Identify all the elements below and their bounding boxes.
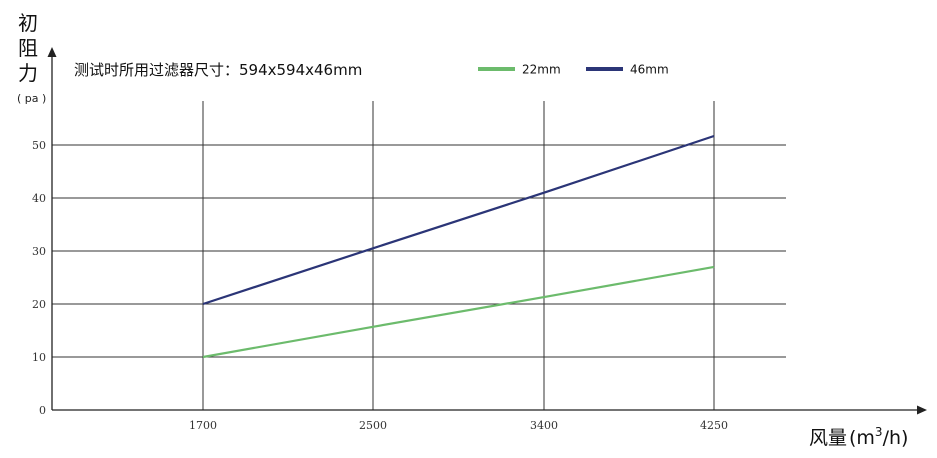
y-axis-arrow bbox=[47, 47, 57, 57]
x-axis-unit-pre: (m bbox=[849, 427, 875, 449]
x-axis-unit-post: /h) bbox=[883, 427, 909, 449]
x-axis-unit-sup: 3 bbox=[875, 425, 883, 439]
x-tick-label: 4250 bbox=[700, 419, 728, 432]
horizontal-gridlines bbox=[52, 144, 786, 358]
x-tick-label: 2500 bbox=[359, 419, 387, 432]
y-tick-label: 20 bbox=[32, 298, 46, 311]
series-lines bbox=[202, 134, 715, 359]
x-axis-label: 风量 (m3/h) bbox=[809, 425, 908, 449]
x-axis-arrow bbox=[917, 405, 927, 415]
legend-label-22mm: 22mm bbox=[522, 63, 561, 77]
x-tick-labels: 1700 2500 3400 4250 bbox=[189, 419, 728, 432]
test-note: 测试时所用过滤器尺寸：594x594x46mm bbox=[74, 61, 362, 79]
x-axis-label-main: 风量 bbox=[809, 427, 847, 449]
legend-label-46mm: 46mm bbox=[630, 63, 669, 77]
axes bbox=[47, 47, 927, 415]
y-axis-label: 初 阻 力 bbox=[18, 11, 38, 85]
vertical-gridlines bbox=[202, 101, 715, 410]
y-axis-label-char: 初 bbox=[18, 11, 38, 35]
legend: 22mm 46mm bbox=[478, 63, 669, 77]
series-line-22mm bbox=[202, 265, 715, 359]
y-axis-unit: ( pa ) bbox=[17, 92, 46, 105]
y-tick-label: 0 bbox=[39, 404, 46, 417]
y-tick-label: 10 bbox=[32, 351, 46, 364]
y-axis-label-char: 力 bbox=[18, 61, 38, 85]
y-tick-label: 30 bbox=[32, 245, 46, 258]
x-tick-label: 1700 bbox=[189, 419, 217, 432]
y-tick-labels: 0 10 20 30 40 50 bbox=[32, 139, 46, 417]
y-tick-label: 50 bbox=[32, 139, 46, 152]
y-tick-label: 40 bbox=[32, 192, 46, 205]
series-line-46mm bbox=[202, 134, 715, 306]
y-axis-label-char: 阻 bbox=[18, 36, 38, 60]
x-tick-label: 3400 bbox=[530, 419, 558, 432]
x-axis-label-unit: (m3/h) bbox=[849, 425, 908, 449]
